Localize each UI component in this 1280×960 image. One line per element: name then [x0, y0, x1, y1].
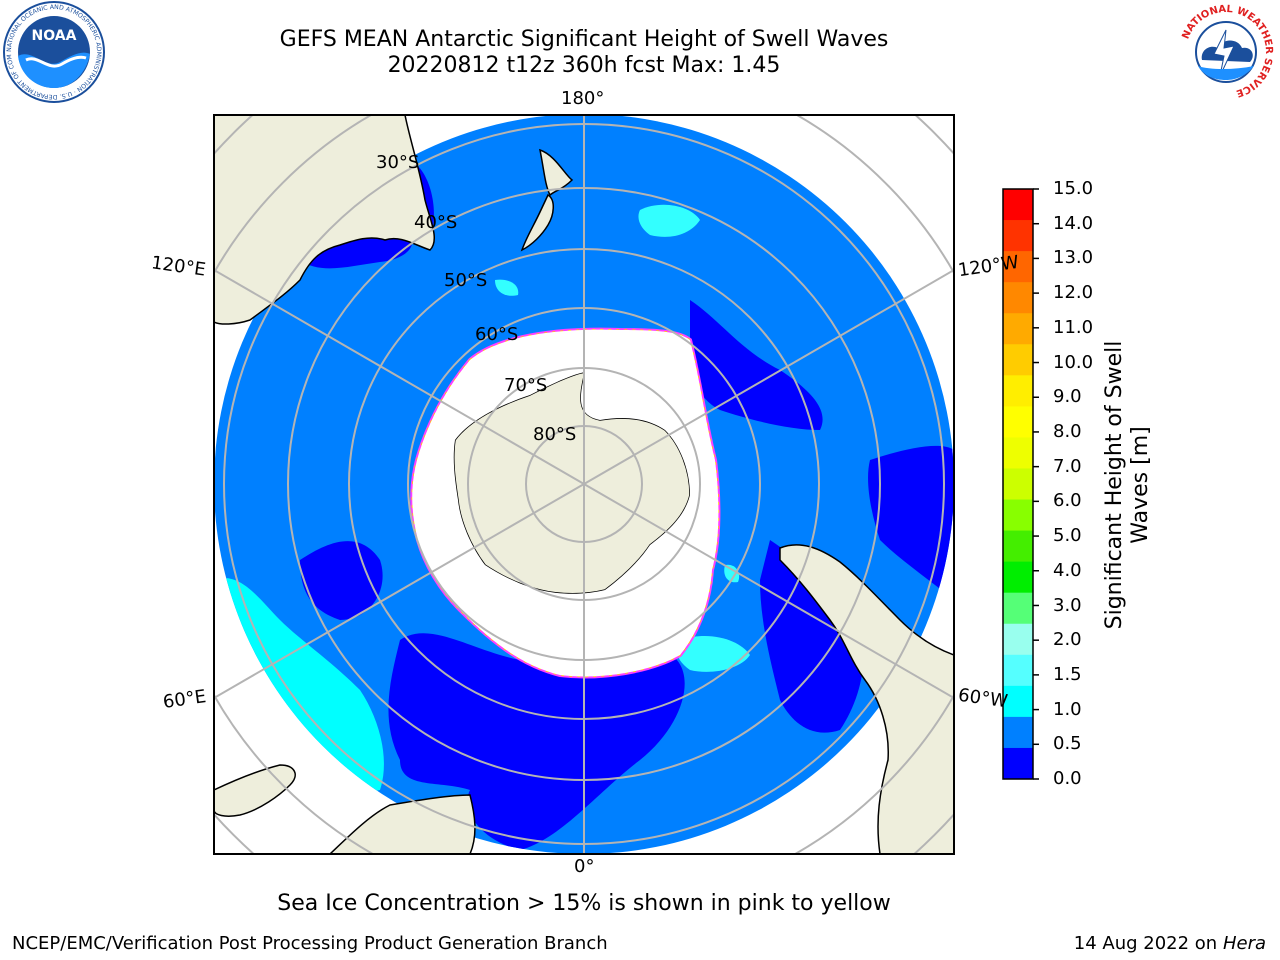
footer-host: Hera [1222, 933, 1266, 954]
colorbar-tick-label: 1.5 [1053, 663, 1082, 685]
map-frame [213, 114, 955, 855]
cyan-swell-region [495, 279, 519, 296]
lat-label-30s: 30°S [376, 152, 420, 173]
colorbar-segment [1003, 344, 1033, 376]
colorbar-segment [1003, 437, 1033, 469]
footer-date: 14 Aug 2022 on [1073, 933, 1218, 954]
new-zealand-landmass [520, 193, 554, 252]
colorbar [1003, 188, 1039, 780]
colorbar-tick-label: 9.0 [1053, 386, 1082, 408]
lon-label-180: 180° [561, 88, 605, 109]
colorbar-segment [1003, 623, 1033, 656]
colorbar-tick-label: 13.0 [1053, 247, 1094, 269]
land [214, 115, 954, 854]
colorbar-segment [1003, 530, 1033, 563]
low-swell-region [690, 300, 823, 430]
colorbar-segment [1003, 251, 1033, 283]
colorbar-segment [1003, 592, 1033, 625]
nws-logo: NATIONAL WEATHER SERVICE [1176, 2, 1276, 102]
colorbar-tick-label: 5.0 [1053, 525, 1082, 547]
low-swell-region [388, 633, 685, 850]
low-swell-region [868, 445, 954, 600]
colorbar-tick-label: 4.0 [1053, 559, 1082, 581]
graticule [214, 115, 954, 854]
colorbar-segment [1003, 282, 1033, 314]
chart-subtitle: 20220812 t12z 360h fcst Max: 1.45 [387, 53, 781, 78]
cyan-swell-region [638, 204, 700, 237]
colorbar-label: Significant Height of Swell Waves [m] [1102, 340, 1153, 630]
sea-ice-footnote: Sea Ice Concentration > 15% is shown in … [277, 891, 891, 916]
south-america-landmass [779, 544, 954, 854]
colorbar-segment [1003, 716, 1033, 749]
colorbar-tick-label: 15.0 [1053, 178, 1094, 199]
noaa-logo: NATIONAL OCEANIC AND ATMOSPHERIC ADMINIS… [2, 0, 105, 103]
cyan-swell-region [724, 564, 740, 583]
colorbar-segment [1003, 189, 1033, 221]
map-area [214, 115, 954, 854]
sea-ice-fill [412, 329, 719, 677]
colorbar-tick-label: 6.0 [1053, 490, 1082, 512]
colorbar-segment [1003, 313, 1033, 345]
lon-label-0: 0° [574, 856, 595, 877]
colorbar-segment [1003, 220, 1033, 252]
colorbar-tick-label: 0.5 [1053, 733, 1082, 755]
lat-label-40s: 40°S [414, 212, 458, 233]
cyan-swell-region [676, 635, 750, 672]
colorbar-segment [1003, 685, 1033, 718]
colorbar-segment [1003, 561, 1033, 594]
colorbar-segment [1003, 654, 1033, 687]
colorbar-tick-label: 0.0 [1053, 768, 1082, 789]
colorbar-segment [1003, 499, 1033, 532]
colorbar-tick-label: 2.0 [1053, 629, 1082, 651]
lat-label-70s: 70°S [504, 375, 548, 396]
lat-label-80s: 80°S [533, 424, 577, 445]
colorbar-segment [1003, 375, 1033, 407]
colorbar-tick-label: 8.0 [1053, 420, 1082, 442]
colorbar-tick-label: 3.0 [1053, 594, 1082, 616]
colorbar-segment [1003, 406, 1033, 438]
colorbar-tick-label: 12.0 [1053, 282, 1094, 304]
noaa-logo-text: NOAA [32, 28, 77, 44]
colorbar-tick-label: 11.0 [1053, 316, 1094, 338]
colorbar-segment [1003, 747, 1033, 780]
australia-landmass [214, 115, 435, 325]
lat-label-50s: 50°S [444, 270, 488, 291]
low-swell-region [760, 540, 864, 733]
colorbar-tick-label: 1.0 [1053, 698, 1082, 720]
footer-date-host: 14 Aug 2022 on Hera [1074, 933, 1266, 954]
africa-landmass [328, 794, 476, 854]
colorbar-segment [1003, 468, 1033, 501]
meridian-120e-60w [214, 269, 954, 699]
colorbar-tick-label: 14.0 [1053, 212, 1094, 234]
colorbar-frame [1002, 188, 1034, 780]
footer-credit: NCEP/EMC/Verification Post Processing Pr… [12, 933, 608, 954]
chart-title: GEFS MEAN Antarctic Significant Height o… [279, 27, 889, 52]
antarctica-landmass [453, 371, 691, 595]
lat-label-60s: 60°S [475, 324, 519, 345]
colorbar-tick-label: 7.0 [1053, 455, 1082, 477]
colorbar-tick-label: 10.0 [1053, 351, 1094, 373]
